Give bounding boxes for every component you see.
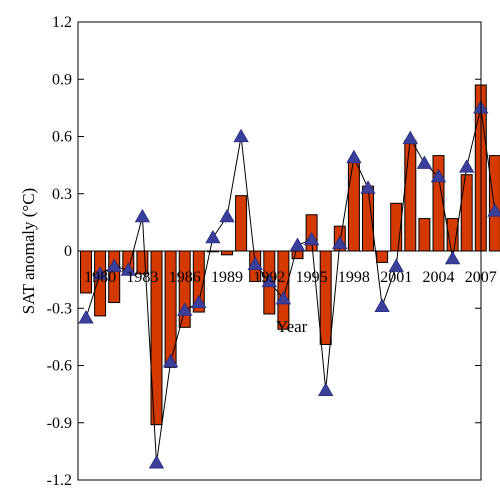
bar [178,250,191,328]
triangle-marker [332,235,348,250]
y-tick-label: -0.6 [47,358,72,375]
triangle-marker [289,237,306,251]
x-tick-label: 1986 [169,269,201,286]
bar [404,139,417,252]
triangle-marker [303,231,320,246]
x-tick-label: 1995 [296,269,328,286]
y-axis-title: SAT anomaly (°C) [19,188,38,314]
triangle-marker [487,203,500,217]
x-tick-label: 1998 [338,269,370,286]
x-axis-title: Year [276,317,308,336]
y-tick-label: 0 [64,243,72,260]
bar [319,250,332,346]
triangle-marker [78,309,94,324]
triangle-marker [233,128,249,143]
anomaly-bars [78,84,500,426]
triangle-marker [191,294,207,309]
bar [291,250,304,260]
triangle-marker [106,258,122,272]
triangle-marker [430,168,447,183]
triangle-marker [177,302,193,316]
bar [488,155,500,252]
bar [235,195,248,252]
triangle-marker [402,130,418,145]
triangle-marker [416,155,433,169]
y-tick-label: 0.9 [52,71,72,88]
x-tick-label: 2004 [423,269,455,286]
bar [376,250,389,263]
x-tick-label: 1983 [126,269,158,286]
triangle-marker [120,262,136,276]
x-tick-label: 2001 [380,269,412,286]
y-tick-label: 0.6 [52,129,72,146]
triangle-marker [346,149,362,164]
y-tick-label: 1.2 [52,14,72,31]
triangle-marker [134,208,151,223]
x-tick-label: 1980 [84,269,116,286]
triangle-marker [459,159,475,173]
x-tick-label: 1992 [253,269,285,286]
triangle-marker [261,273,277,288]
bar [221,250,233,256]
y-tick-label: -1.2 [47,472,72,488]
y-tick-label: -0.9 [47,415,72,432]
triangle-marker [148,455,165,469]
triangle-marker [388,258,404,272]
y-tick-label: -0.3 [47,300,72,317]
triangle-marker [318,382,334,396]
triangle-marker [219,208,235,223]
triangle-marker [444,250,461,265]
plot-frame [77,21,482,481]
triangle-marker [205,229,221,244]
x-tick-label: 1989 [211,269,243,286]
triangle-markers [78,100,500,469]
bar [418,218,431,252]
triangle-marker [247,256,263,271]
triangle-marker [374,298,390,312]
y-tick-label: 0.3 [52,186,72,203]
bar [460,174,473,252]
bar [347,160,360,252]
triangle-marker [360,180,376,194]
triangle-marker [92,266,108,280]
triangle-marker [275,290,292,305]
triangle-marker [162,353,179,368]
